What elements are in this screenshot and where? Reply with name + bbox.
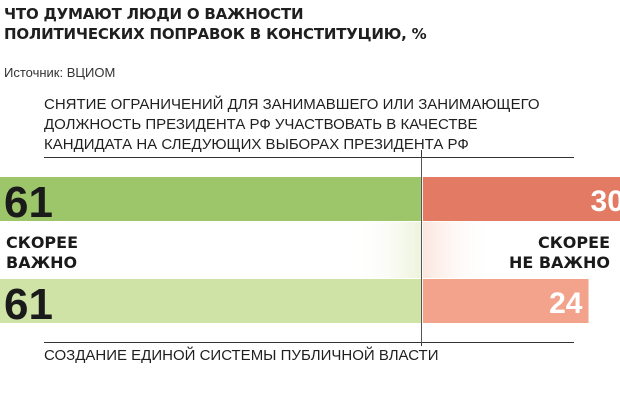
question-1-label: СНЯТИЕ ОГРАНИЧЕНИЙ ДЛЯ ЗАНИМАВШЕГО ИЛИ З… <box>44 95 564 155</box>
chart-title-line-1: ЧТО ДУМАЮТ ЛЮДИ О ВАЖНОСТИ <box>4 5 304 23</box>
question-2-label: СОЗДАНИЕ ЕДИНОЙ СИСТЕМЫ ПУБЛИЧНОЙ ВЛАСТИ <box>44 346 564 366</box>
top-center-tick <box>420 150 422 160</box>
question-1-line-1: СНЯТИЕ ОГРАНИЧЕНИЙ ДЛЯ ЗАНИМАВШЕГО ИЛИ З… <box>44 96 540 113</box>
top-axis-line <box>44 157 574 158</box>
label-not-important: СКОРЕЕ НЕ ВАЖНО <box>509 233 610 273</box>
label-not-important-line-1: СКОРЕЕ <box>537 233 610 252</box>
label-not-important-line-2: НЕ ВАЖНО <box>508 253 610 272</box>
value-not-important-2: 24 <box>549 287 583 320</box>
value-important-1: 61 <box>4 178 53 227</box>
value-important-2: 61 <box>4 280 53 329</box>
label-important-line-1: СКОРЕЕ <box>6 233 79 252</box>
fade-not-important <box>422 222 493 278</box>
bar-not-important-1 <box>422 177 620 221</box>
chart-title-line-2: ПОЛИТИЧЕСКИХ ПОПРАВОК В КОНСТИТУЦИЮ, % <box>4 25 427 43</box>
value-not-important-1: 30 <box>591 185 620 218</box>
bar-important-2 <box>0 279 421 323</box>
chart-title: ЧТО ДУМАЮТ ЛЮДИ О ВАЖНОСТИ ПОЛИТИЧЕСКИХ … <box>4 4 564 44</box>
source-note: Источник: ВЦИОМ <box>4 65 116 80</box>
bottom-axis-line <box>44 342 574 343</box>
bar-important-1 <box>0 177 421 221</box>
center-divider-line <box>420 157 422 343</box>
bar-not-important-2 <box>422 279 589 323</box>
question-1-line-2: ДОЛЖНОСТЬ ПРЕЗИДЕНТА РФ УЧАСТВОВАТЬ В КА… <box>44 116 478 133</box>
label-important: СКОРЕЕ ВАЖНО <box>6 233 78 273</box>
question-1-line-3: КАНДИДАТА НА СЛЕДУЮЩИХ ВЫБОРАХ ПРЕЗИДЕНТ… <box>44 136 469 153</box>
question-2-line-1: СОЗДАНИЕ ЕДИНОЙ СИСТЕМЫ ПУБЛИЧНОЙ ВЛАСТИ <box>44 347 439 364</box>
label-important-line-2: ВАЖНО <box>6 253 78 272</box>
fade-important <box>350 222 421 278</box>
